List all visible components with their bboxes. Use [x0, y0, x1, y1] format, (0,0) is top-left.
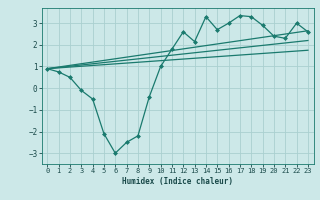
X-axis label: Humidex (Indice chaleur): Humidex (Indice chaleur) — [122, 177, 233, 186]
